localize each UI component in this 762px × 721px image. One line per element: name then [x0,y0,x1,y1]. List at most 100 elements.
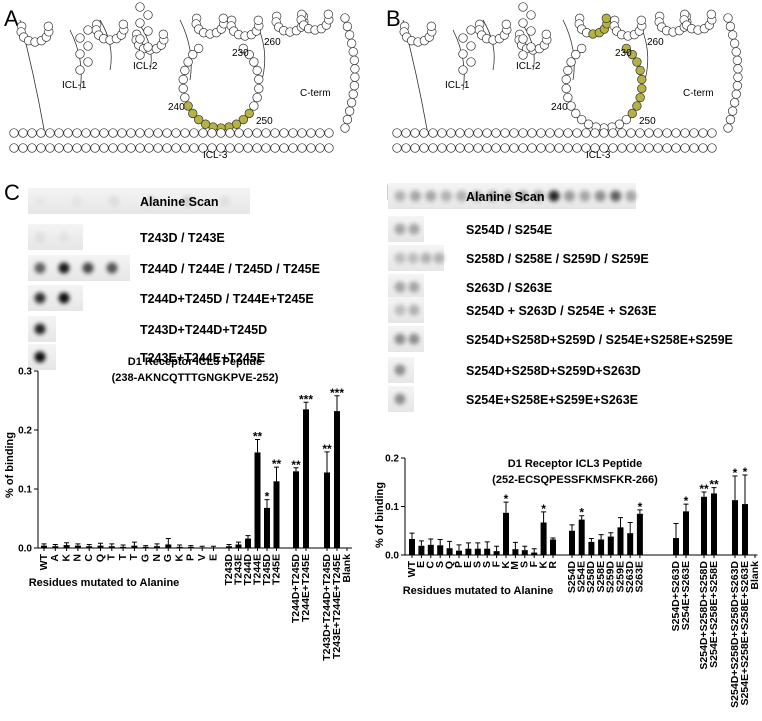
blot-dot [394,252,406,264]
residue [207,128,217,138]
blot-dot [58,292,70,304]
residue [348,47,358,57]
bar [427,544,434,555]
residue [500,128,510,138]
error-bar [418,540,424,546]
error-bar [109,543,115,547]
residue [144,143,154,153]
blot-dot [408,304,420,316]
residue [706,9,716,19]
error-bar [98,542,103,546]
residue [446,143,456,153]
residue [426,21,436,31]
helix-lead [562,19,575,81]
residue [27,143,37,153]
significance: ** [709,478,719,492]
y-tick-label: 0.0 [18,544,32,555]
residue [410,128,420,138]
bar [732,500,738,555]
residue [392,128,402,138]
error-bar [512,541,518,550]
residue [571,49,581,60]
x-tick-label: T244E+T245E [300,554,312,622]
residue [518,143,528,153]
residue [171,128,181,138]
panel-letter: C [4,180,20,205]
residue [348,89,358,99]
residue [401,128,411,138]
residue [727,106,738,116]
residue [99,143,109,153]
residue [72,128,82,138]
residue [723,13,733,23]
x-tick-label: A [49,554,61,562]
residue [43,21,53,31]
bar [154,546,160,548]
residue [563,92,573,103]
residue [288,128,298,138]
x-tick-label: E [415,561,427,568]
significance: * [743,465,748,479]
y-tick-label: 0.1 [18,485,32,496]
residue [194,114,204,125]
residue [707,143,717,153]
blot-dot [486,190,498,202]
residue [75,33,85,43]
bar [578,519,585,555]
bar [176,546,183,548]
x-tick-label: G [162,554,174,562]
residue [143,10,153,20]
bar [607,536,614,555]
error-bar [569,524,575,531]
bar [273,481,280,548]
residue [621,43,631,54]
residue [617,143,627,153]
error-bar [637,509,643,514]
bar [437,545,444,555]
residue [601,13,611,23]
error-bar [673,522,679,539]
residue [500,143,510,153]
significance: * [579,506,584,520]
x-tick-label: T244E [251,554,263,585]
y-axis-label: % of binding [4,432,16,498]
residue [698,128,708,138]
x-tick-label: S254E [575,561,587,593]
residue [636,15,646,25]
residue [254,74,264,85]
residue [252,128,262,138]
residue [183,57,193,67]
residue [153,143,163,153]
residue [653,128,663,138]
blot-dot [394,333,406,345]
blot-dot [106,262,118,274]
error-bar [447,540,453,549]
bar [742,504,748,555]
residue [455,128,465,138]
x-tick-label: F [490,560,502,567]
error-bar [732,475,738,501]
residue [671,143,681,153]
blot-dot [82,262,94,274]
error-bar [293,467,299,472]
residue [707,128,717,138]
residue [644,128,654,138]
bar [226,546,232,548]
residue [218,13,228,23]
residue [419,143,429,153]
bar [324,472,330,548]
x-tick-label: WT [406,560,418,577]
residue [561,83,571,94]
residue [458,33,468,43]
y-tick-label: 0.2 [18,426,32,437]
blot-dot [394,393,406,405]
residue [632,57,642,67]
error-bar [165,538,171,545]
error-bar [711,487,717,494]
error-bar [494,545,500,552]
blot-label: S254D+S258D+S259D+S263D [466,364,641,378]
residue [554,143,564,153]
residue [662,128,672,138]
helix-lead [179,19,192,81]
residue [590,143,600,153]
